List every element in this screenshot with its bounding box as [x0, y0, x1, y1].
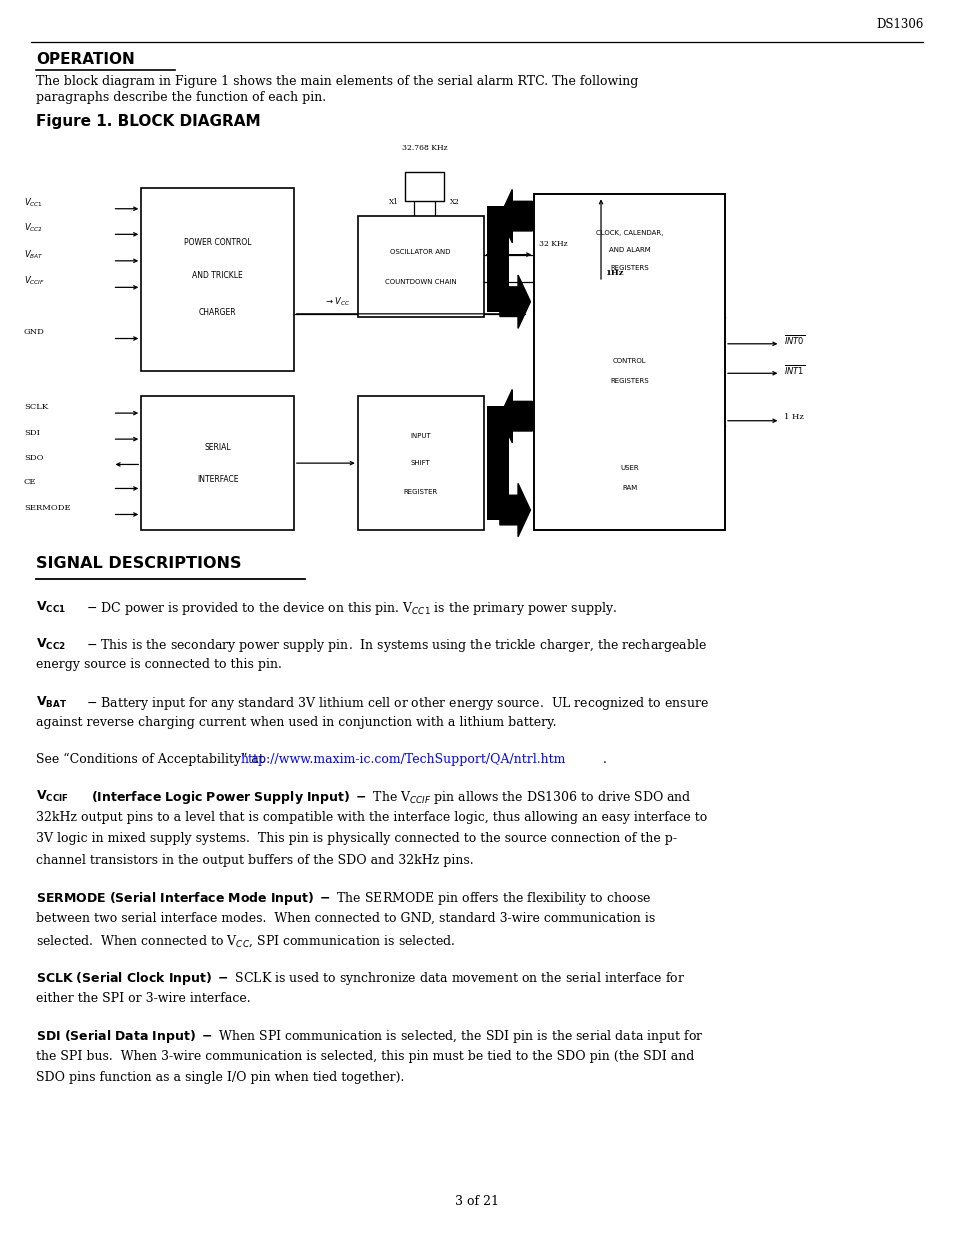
Text: 32 KHz: 32 KHz — [538, 241, 567, 248]
Text: SDO pins function as a single I/O pin when tied together).: SDO pins function as a single I/O pin wh… — [36, 1072, 404, 1084]
Text: GND: GND — [24, 329, 45, 336]
Bar — [486, 406, 509, 520]
Text: 32kHz output pins to a level that is compatible with the interface logic, thus a: 32kHz output pins to a level that is com… — [36, 811, 707, 824]
Text: OSCILLATOR AND: OSCILLATOR AND — [390, 248, 451, 254]
Text: REGISTERS: REGISTERS — [610, 378, 648, 384]
Text: SCLK: SCLK — [24, 403, 48, 411]
Text: $V_{CC1}$: $V_{CC1}$ — [24, 196, 43, 209]
Text: $\mathbf{(Interface\ Logic\ Power\ Supply\ Input)\ -}$ The V$_{CCIF}$ pin allows: $\mathbf{(Interface\ Logic\ Power\ Suppl… — [91, 789, 691, 806]
Text: SDI: SDI — [24, 429, 40, 437]
Text: $V_{CCIF}$: $V_{CCIF}$ — [24, 275, 45, 288]
Text: $\mathbf{SDI\ (Serial\ Data\ Input)\ -}$ When SPI communication is selected, the: $\mathbf{SDI\ (Serial\ Data\ Input)\ -}$… — [36, 1029, 703, 1045]
Text: USER: USER — [619, 464, 639, 471]
Text: INTERFACE: INTERFACE — [196, 474, 238, 484]
Text: $-$ Battery input for any standard 3V lithium cell or other energy source.  UL r: $-$ Battery input for any standard 3V li… — [86, 695, 708, 711]
Text: AND TRICKLE: AND TRICKLE — [192, 270, 243, 280]
Text: AND ALARM: AND ALARM — [608, 247, 650, 253]
FancyArrow shape — [499, 389, 532, 443]
Text: 32.768 KHz: 32.768 KHz — [401, 144, 447, 152]
Bar — [405, 172, 443, 201]
Bar — [141, 188, 294, 370]
Text: SDO: SDO — [24, 454, 43, 462]
FancyArrow shape — [499, 189, 532, 243]
Text: INPUT: INPUT — [410, 433, 431, 440]
Text: DS1306: DS1306 — [875, 17, 923, 31]
Text: $-$ DC power is provided to the device on this pin. V$_{CC1}$ is the primary pow: $-$ DC power is provided to the device o… — [86, 600, 617, 618]
Bar — [141, 396, 294, 530]
FancyArrow shape — [499, 275, 530, 329]
Text: The block diagram in Figure 1 shows the main elements of the serial alarm RTC. T: The block diagram in Figure 1 shows the … — [36, 75, 638, 89]
Text: SIGNAL DESCRIPTIONS: SIGNAL DESCRIPTIONS — [36, 556, 241, 571]
Text: $\mathbf{V_{CC1}}$: $\mathbf{V_{CC1}}$ — [36, 600, 67, 615]
Text: $\overline{INT0}$: $\overline{INT0}$ — [783, 333, 804, 347]
Text: CLOCK, CALENDAR,: CLOCK, CALENDAR, — [596, 230, 662, 236]
Text: selected.  When connected to V$_{CC}$, SPI communication is selected.: selected. When connected to V$_{CC}$, SP… — [36, 934, 456, 950]
FancyArrow shape — [499, 483, 530, 537]
Text: SHIFT: SHIFT — [411, 461, 430, 466]
Text: CE: CE — [24, 478, 36, 487]
Bar — [357, 216, 483, 317]
Bar — [357, 396, 483, 530]
Text: REGISTERS: REGISTERS — [610, 264, 648, 270]
Text: the SPI bus.  When 3-wire communication is selected, this pin must be tied to th: the SPI bus. When 3-wire communication i… — [36, 1050, 694, 1063]
Text: .: . — [602, 753, 606, 766]
Text: 1Hz: 1Hz — [604, 269, 622, 277]
Text: $V_{CC2}$: $V_{CC2}$ — [24, 222, 43, 235]
Text: either the SPI or 3-wire interface.: either the SPI or 3-wire interface. — [36, 992, 251, 1005]
Text: OPERATION: OPERATION — [36, 52, 135, 67]
Text: against reverse charging current when used in conjunction with a lithium battery: against reverse charging current when us… — [36, 716, 557, 730]
Text: SERMODE: SERMODE — [24, 504, 71, 513]
Text: POWER CONTROL: POWER CONTROL — [184, 238, 251, 247]
Text: X2: X2 — [450, 198, 459, 205]
Text: Figure 1. BLOCK DIAGRAM: Figure 1. BLOCK DIAGRAM — [36, 114, 260, 128]
Text: channel transistors in the output buffers of the SDO and 32kHz pins.: channel transistors in the output buffer… — [36, 855, 474, 867]
Text: $\mathbf{SERMODE\ (Serial\ Interface\ Mode\ Input)\ -}$ The SERMODE pin offers t: $\mathbf{SERMODE\ (Serial\ Interface\ Mo… — [36, 890, 651, 908]
Text: $\mathbf{SCLK\ (Serial\ Clock\ Input)\ -}$ SCLK is used to synchronize data move: $\mathbf{SCLK\ (Serial\ Clock\ Input)\ -… — [36, 971, 685, 987]
Text: $\mathbf{V_{CCIF}}$: $\mathbf{V_{CCIF}}$ — [36, 789, 70, 804]
Text: 3 of 21: 3 of 21 — [455, 1194, 498, 1208]
Text: CONTROL: CONTROL — [612, 358, 646, 364]
Text: $-$ This is the secondary power supply pin.  In systems using the trickle charge: $-$ This is the secondary power supply p… — [86, 637, 706, 653]
Text: 3V logic in mixed supply systems.  This pin is physically connected to the sourc: 3V logic in mixed supply systems. This p… — [36, 832, 677, 846]
Text: energy source is connected to this pin.: energy source is connected to this pin. — [36, 658, 282, 672]
Text: SERIAL: SERIAL — [204, 442, 231, 452]
Bar — [534, 194, 724, 530]
Text: $V_{BAT}$: $V_{BAT}$ — [24, 248, 44, 261]
Text: X1: X1 — [389, 198, 398, 205]
Text: $\overline{INT1}$: $\overline{INT1}$ — [783, 363, 804, 377]
Text: CHARGER: CHARGER — [198, 308, 236, 316]
Text: REGISTER: REGISTER — [403, 489, 437, 495]
Text: See “Conditions of Acceptability” at: See “Conditions of Acceptability” at — [36, 753, 268, 766]
Text: $\mathbf{V_{CC2}}$: $\mathbf{V_{CC2}}$ — [36, 637, 66, 652]
Text: 1 Hz: 1 Hz — [783, 412, 803, 421]
Text: http://www.maxim-ic.com/TechSupport/QA/ntrl.htm: http://www.maxim-ic.com/TechSupport/QA/n… — [240, 753, 565, 766]
Text: $\rightarrow V_{CC}$: $\rightarrow V_{CC}$ — [324, 295, 350, 308]
Text: COUNTDOWN CHAIN: COUNTDOWN CHAIN — [384, 279, 456, 285]
Text: RAM: RAM — [621, 484, 637, 490]
Text: $\mathbf{V_{BAT}}$: $\mathbf{V_{BAT}}$ — [36, 695, 68, 710]
Bar — [486, 206, 509, 311]
Text: between two serial interface modes.  When connected to GND, standard 3-wire comm: between two serial interface modes. When… — [36, 913, 655, 925]
Text: paragraphs describe the function of each pin.: paragraphs describe the function of each… — [36, 91, 326, 105]
